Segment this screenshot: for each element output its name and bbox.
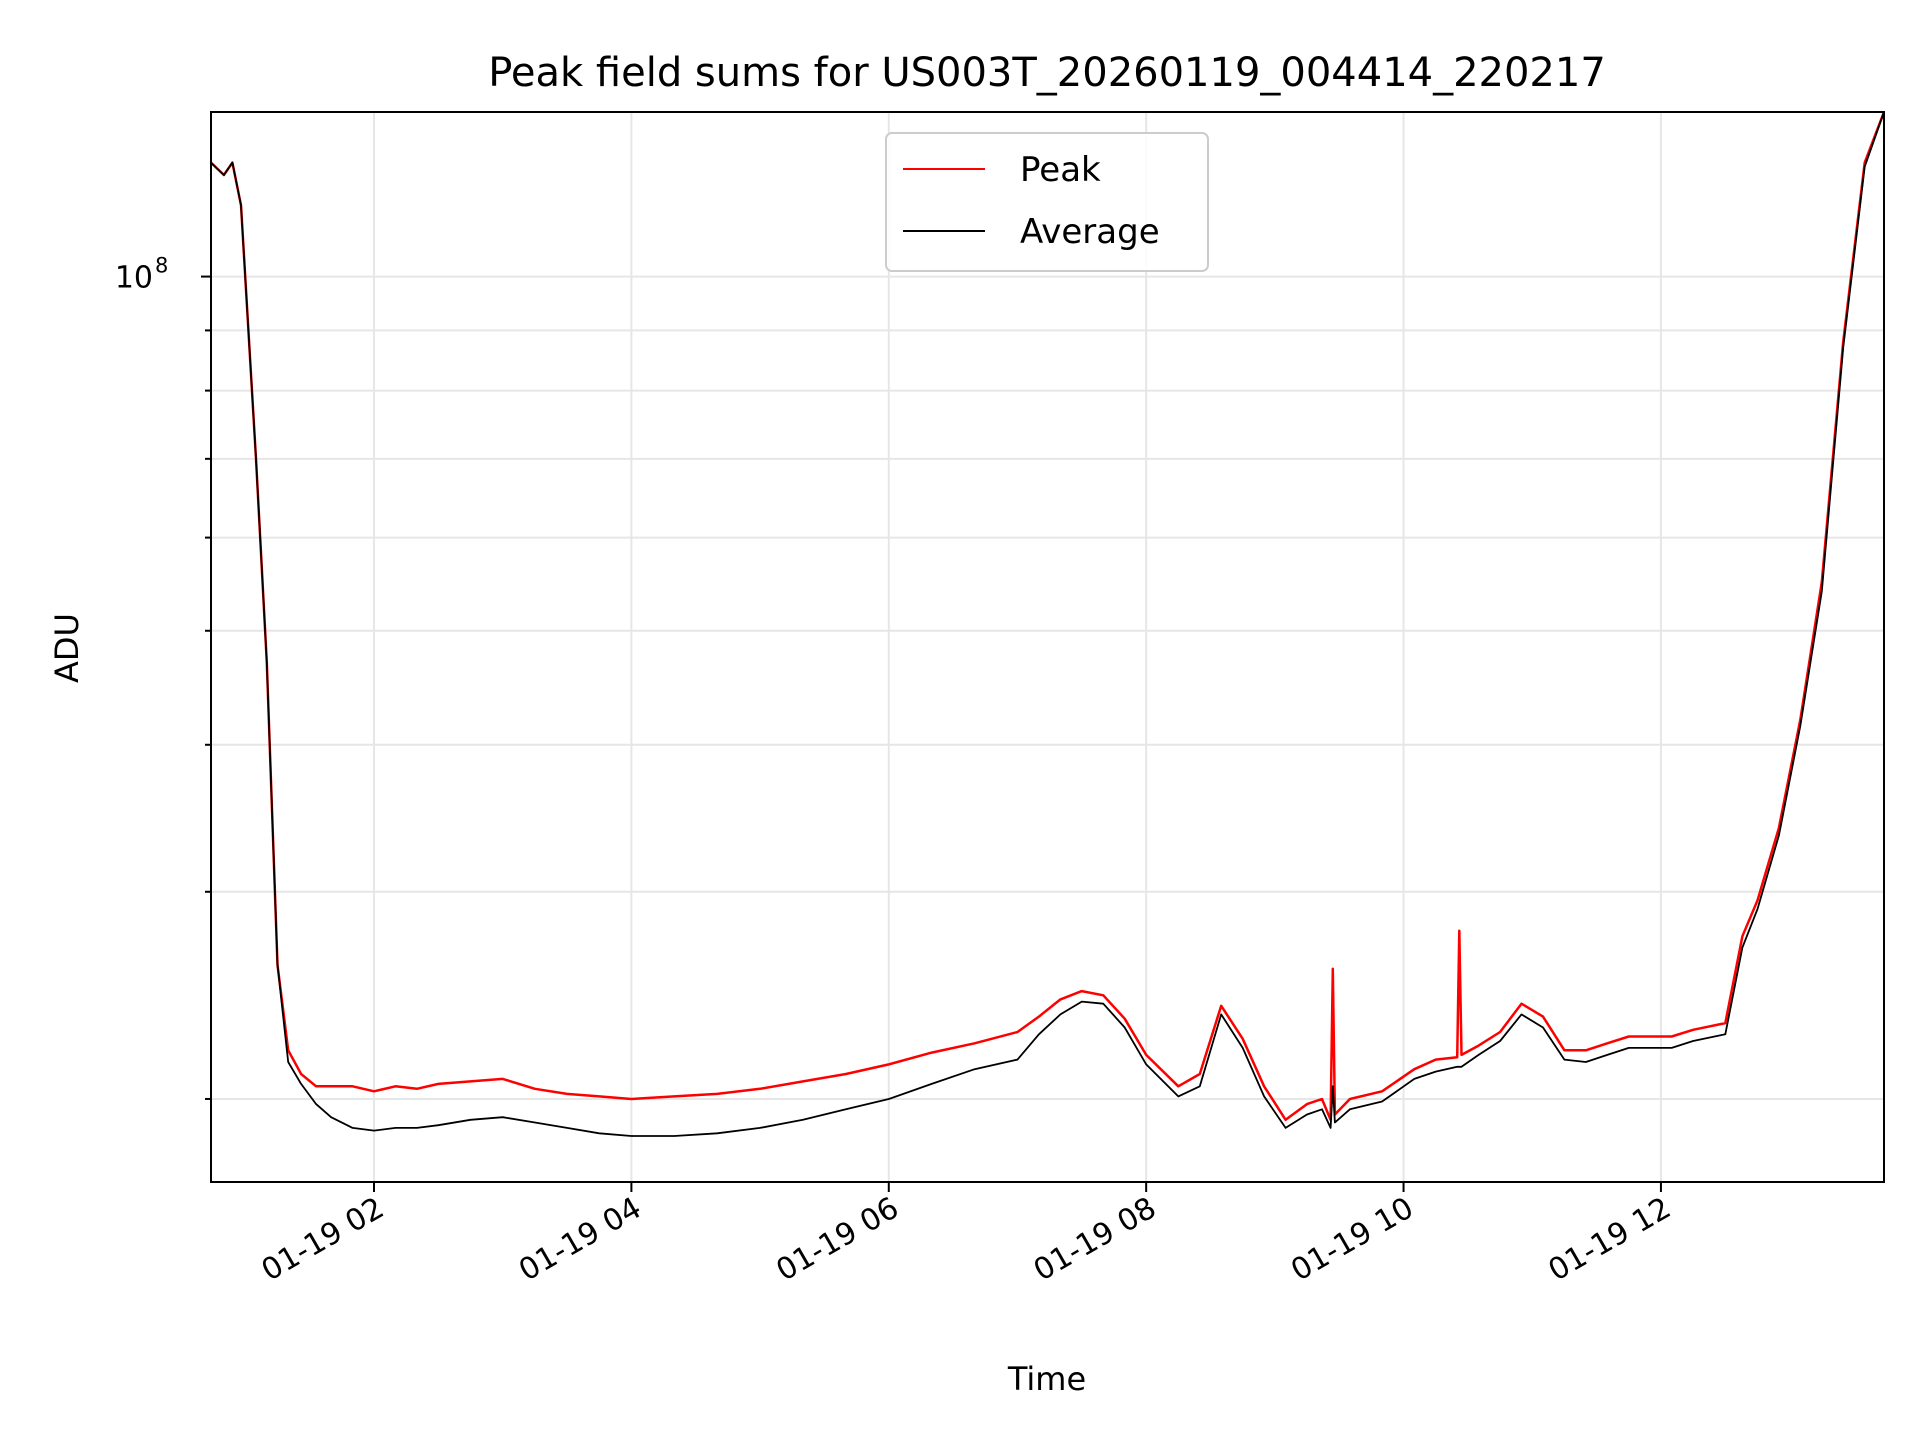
y-axis-ticks: 10 8 xyxy=(115,254,211,1100)
series-line-average xyxy=(211,112,1884,1137)
series-line-peak xyxy=(211,112,1884,1122)
legend: Peak Average xyxy=(885,132,1209,272)
y-tick-label-exponent: 8 xyxy=(155,254,168,278)
series-layer xyxy=(211,112,1884,1137)
x-gridlines xyxy=(373,112,1662,1182)
plot-frame xyxy=(210,111,1885,1183)
x-axis-label: Time xyxy=(1007,1360,1086,1398)
y-axis-label: ADU xyxy=(48,613,86,683)
legend-label-average: Average xyxy=(1020,212,1160,252)
legend-box xyxy=(885,132,1209,272)
y-tick-label: 10 xyxy=(115,261,153,296)
chart-title: Peak field sums for US003T_20260119_0044… xyxy=(488,50,1606,96)
y-gridlines xyxy=(211,275,1884,1100)
legend-label-peak: Peak xyxy=(1020,150,1101,190)
